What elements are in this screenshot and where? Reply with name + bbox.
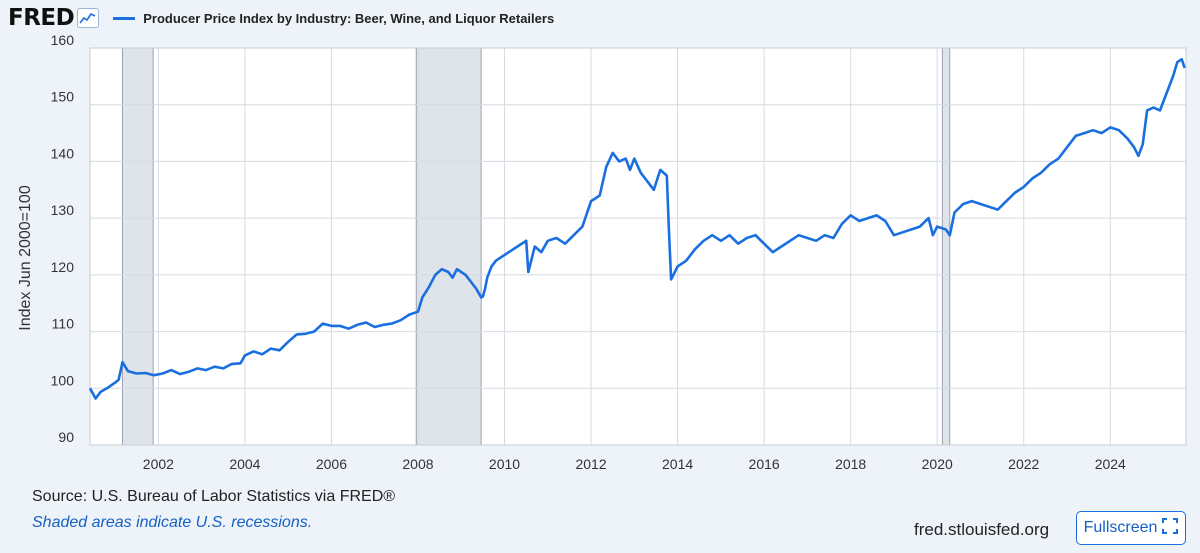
y-tick-label: 120 bbox=[51, 259, 75, 275]
fullscreen-button[interactable]: Fullscreen bbox=[1076, 511, 1186, 545]
recession-band bbox=[122, 48, 154, 445]
recession-band bbox=[416, 48, 482, 445]
x-tick-label: 2006 bbox=[316, 456, 347, 472]
x-tick-label: 2014 bbox=[662, 456, 693, 472]
y-axis-title: Index Jun 2000=100 bbox=[17, 185, 34, 331]
series-group bbox=[88, 57, 1186, 400]
plot-frame bbox=[89, 47, 1187, 446]
x-tick-label: 2008 bbox=[402, 456, 433, 472]
x-tick-label: 2024 bbox=[1095, 456, 1126, 472]
x-tick-labels: 2002 2004 2006 2008 2010 2012 2014 2016 2018 2020… bbox=[143, 456, 1126, 472]
expand-icon bbox=[1162, 517, 1179, 539]
recession-note: Shaded areas indicate U.S. recessions. bbox=[32, 514, 313, 531]
y-tick-label: 90 bbox=[58, 429, 74, 445]
y-tick-label: 160 bbox=[51, 32, 75, 48]
x-tick-label: 2020 bbox=[922, 456, 953, 472]
plot-background bbox=[90, 48, 1186, 445]
x-tick-label: 2022 bbox=[1008, 456, 1039, 472]
recession-band bbox=[942, 48, 950, 445]
source-text: Source: U.S. Bureau of Labor Statistics … bbox=[32, 488, 396, 505]
recession-shading-group bbox=[90, 48, 1186, 445]
x-tick-label: 2016 bbox=[749, 456, 780, 472]
y-tick-label: 150 bbox=[51, 89, 75, 105]
site-url[interactable]: fred.stlouisfed.org bbox=[914, 520, 1050, 539]
y-tick-label: 110 bbox=[52, 316, 75, 332]
fred-graph-icon bbox=[77, 8, 100, 28]
x-tick-label: 2018 bbox=[835, 456, 866, 472]
fullscreen-label: Fullscreen bbox=[1083, 519, 1158, 536]
x-tick-label: 2012 bbox=[575, 456, 606, 472]
y-tick-label: 100 bbox=[51, 372, 75, 388]
fred-logo[interactable]: FRED bbox=[8, 5, 75, 31]
legend-swatch bbox=[113, 16, 136, 20]
x-tick-label: 2004 bbox=[229, 456, 260, 472]
x-tick-label: 2002 bbox=[143, 456, 174, 472]
chart-legend: Producer Price Index by Industry: Beer, … bbox=[113, 11, 554, 26]
legend-label: Producer Price Index by Industry: Beer, … bbox=[143, 10, 555, 26]
x-tick-label: 2010 bbox=[489, 456, 520, 472]
chart-header: FRED Producer Price Index by Industry: B… bbox=[8, 4, 554, 32]
series-line bbox=[88, 57, 1186, 400]
y-tick-labels: 90 100 110 120 130 140 150 160 bbox=[51, 32, 75, 445]
line-chart: 90 100 110 120 130 140 150 160 2002 2004 2006 2008… bbox=[17, 32, 1187, 472]
gridlines-group bbox=[89, 47, 1187, 446]
y-tick-label: 130 bbox=[51, 202, 75, 218]
y-tick-label: 140 bbox=[51, 145, 75, 161]
